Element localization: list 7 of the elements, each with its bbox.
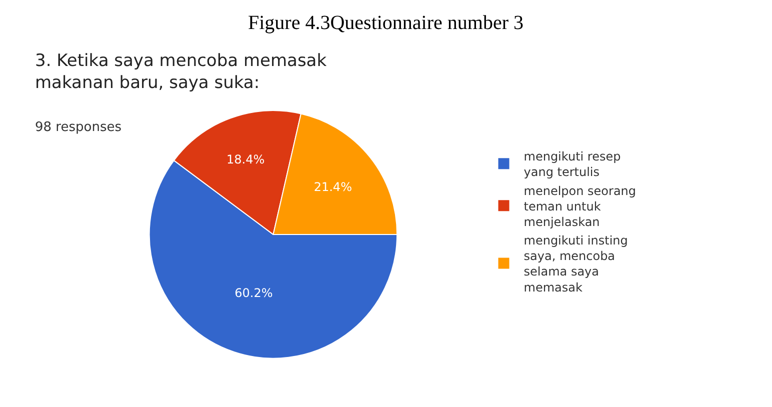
caption: Figure 4.3Questionnaire number 3 bbox=[248, 12, 524, 34]
data-label: 18.4% bbox=[226, 152, 265, 166]
legend-label: mengikuti insting saya, mencoba selama saya memasak bbox=[524, 234, 628, 294]
data-label: 21.4% bbox=[314, 180, 352, 194]
data-label: 60.2% bbox=[234, 286, 273, 300]
text: 98 responses bbox=[35, 120, 122, 135]
chart-title: 3. Ketika saya mencoba memasak makanan baru, saya suka: bbox=[35, 51, 327, 94]
